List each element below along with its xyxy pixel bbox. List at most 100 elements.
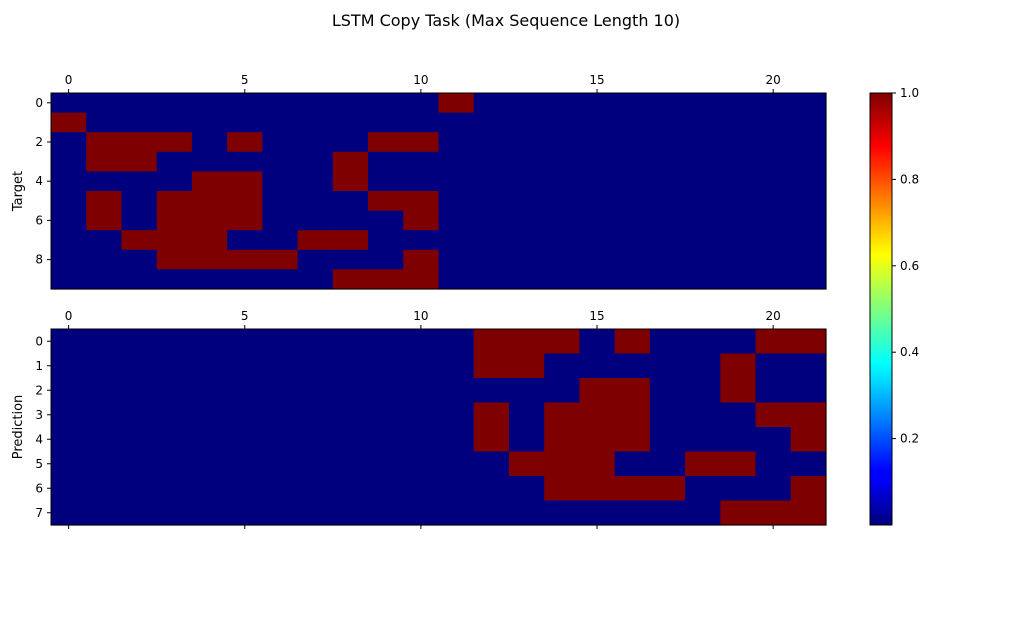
prediction-heatmap: 0 5 10 15 20 0 1 2 3 4 5 6 7 — [35, 309, 827, 529]
target-cell — [368, 269, 404, 290]
target-cell — [403, 210, 440, 231]
prediction-ytick-label: 7 — [35, 506, 43, 520]
prediction-cell — [121, 378, 158, 404]
prediction-cell — [720, 353, 757, 379]
target-cell — [473, 269, 510, 290]
target-cell — [227, 112, 263, 133]
colorbar-frame — [869, 92, 893, 526]
target-cell — [86, 132, 123, 153]
prediction-cell — [614, 476, 651, 502]
target-cell — [227, 132, 263, 153]
prediction-cell — [191, 378, 228, 404]
prediction-xtick-label: 5 — [241, 309, 249, 323]
target-cell — [156, 249, 193, 270]
prediction-ytick-label: 0 — [35, 334, 43, 348]
target-cell — [297, 171, 334, 192]
colorbar-tick-label: 0.2 — [900, 432, 919, 446]
prediction-cell — [297, 476, 334, 502]
target-cell — [156, 210, 193, 231]
target-cell — [790, 249, 827, 270]
target-cell — [790, 230, 827, 251]
prediction-cell — [403, 402, 440, 428]
target-cell — [720, 191, 757, 212]
prediction-cell — [685, 378, 721, 404]
target-cell — [790, 269, 827, 290]
target-cell — [227, 171, 263, 192]
prediction-cell — [473, 476, 510, 502]
target-cell — [156, 191, 193, 212]
target-cell — [649, 249, 686, 270]
prediction-cell — [332, 353, 369, 379]
target-cell — [403, 191, 440, 212]
prediction-cell — [508, 353, 545, 379]
prediction-cell — [227, 427, 263, 453]
target-cell — [579, 132, 616, 153]
target-cell — [297, 112, 334, 133]
target-cell — [755, 151, 792, 172]
prediction-cell — [297, 353, 334, 379]
prediction-cell — [720, 451, 757, 477]
prediction-cell — [156, 329, 193, 355]
target-cell — [191, 93, 228, 114]
prediction-cell — [368, 378, 404, 404]
prediction-cell — [86, 329, 123, 355]
target-cell — [649, 132, 686, 153]
target-cell — [297, 93, 334, 114]
prediction-cell — [508, 476, 545, 502]
target-cell — [86, 210, 123, 231]
target-cell — [438, 269, 475, 290]
target-cell — [685, 191, 721, 212]
prediction-cell — [579, 329, 616, 355]
prediction-cell — [368, 402, 404, 428]
prediction-cell — [579, 476, 616, 502]
target-ytick-label: 6 — [35, 213, 43, 227]
prediction-cell — [227, 353, 263, 379]
prediction-cell — [51, 402, 87, 428]
target-cell — [297, 249, 334, 270]
target-cell — [544, 93, 581, 114]
prediction-cell — [473, 427, 510, 453]
target-ytick-label: 4 — [35, 174, 43, 188]
target-cell — [755, 191, 792, 212]
prediction-cell — [614, 353, 651, 379]
target-cell — [403, 93, 440, 114]
target-cell — [191, 132, 228, 153]
target-cell — [579, 93, 616, 114]
prediction-cell — [649, 402, 686, 428]
target-ytick-label: 0 — [35, 96, 43, 110]
prediction-cell — [332, 427, 369, 453]
prediction-cell — [262, 500, 299, 526]
prediction-cell — [649, 451, 686, 477]
target-cell — [368, 171, 404, 192]
prediction-cell — [297, 378, 334, 404]
target-cell — [685, 132, 721, 153]
prediction-cell — [579, 451, 616, 477]
target-cell — [262, 210, 299, 231]
prediction-cell — [368, 451, 404, 477]
target-cell — [368, 191, 404, 212]
target-cell — [332, 230, 369, 251]
prediction-cell — [262, 329, 299, 355]
target-cell — [121, 249, 158, 270]
prediction-cell — [508, 329, 545, 355]
target-cell — [227, 191, 263, 212]
prediction-cell — [473, 500, 510, 526]
target-cell — [579, 171, 616, 192]
prediction-cell — [544, 427, 581, 453]
target-cell — [262, 132, 299, 153]
target-cell — [368, 230, 404, 251]
prediction-cell — [332, 402, 369, 428]
target-cell — [156, 269, 193, 290]
target-cell — [297, 230, 334, 251]
prediction-cell — [262, 378, 299, 404]
target-cell — [473, 112, 510, 133]
prediction-cell — [191, 402, 228, 428]
prediction-cell — [51, 476, 87, 502]
target-heatmap: 0 5 10 15 20 0 2 4 6 8 — [35, 73, 827, 290]
target-cell — [685, 269, 721, 290]
prediction-cell — [685, 476, 721, 502]
prediction-cell — [86, 500, 123, 526]
prediction-cell — [121, 402, 158, 428]
prediction-cell — [473, 378, 510, 404]
prediction-cell — [685, 500, 721, 526]
